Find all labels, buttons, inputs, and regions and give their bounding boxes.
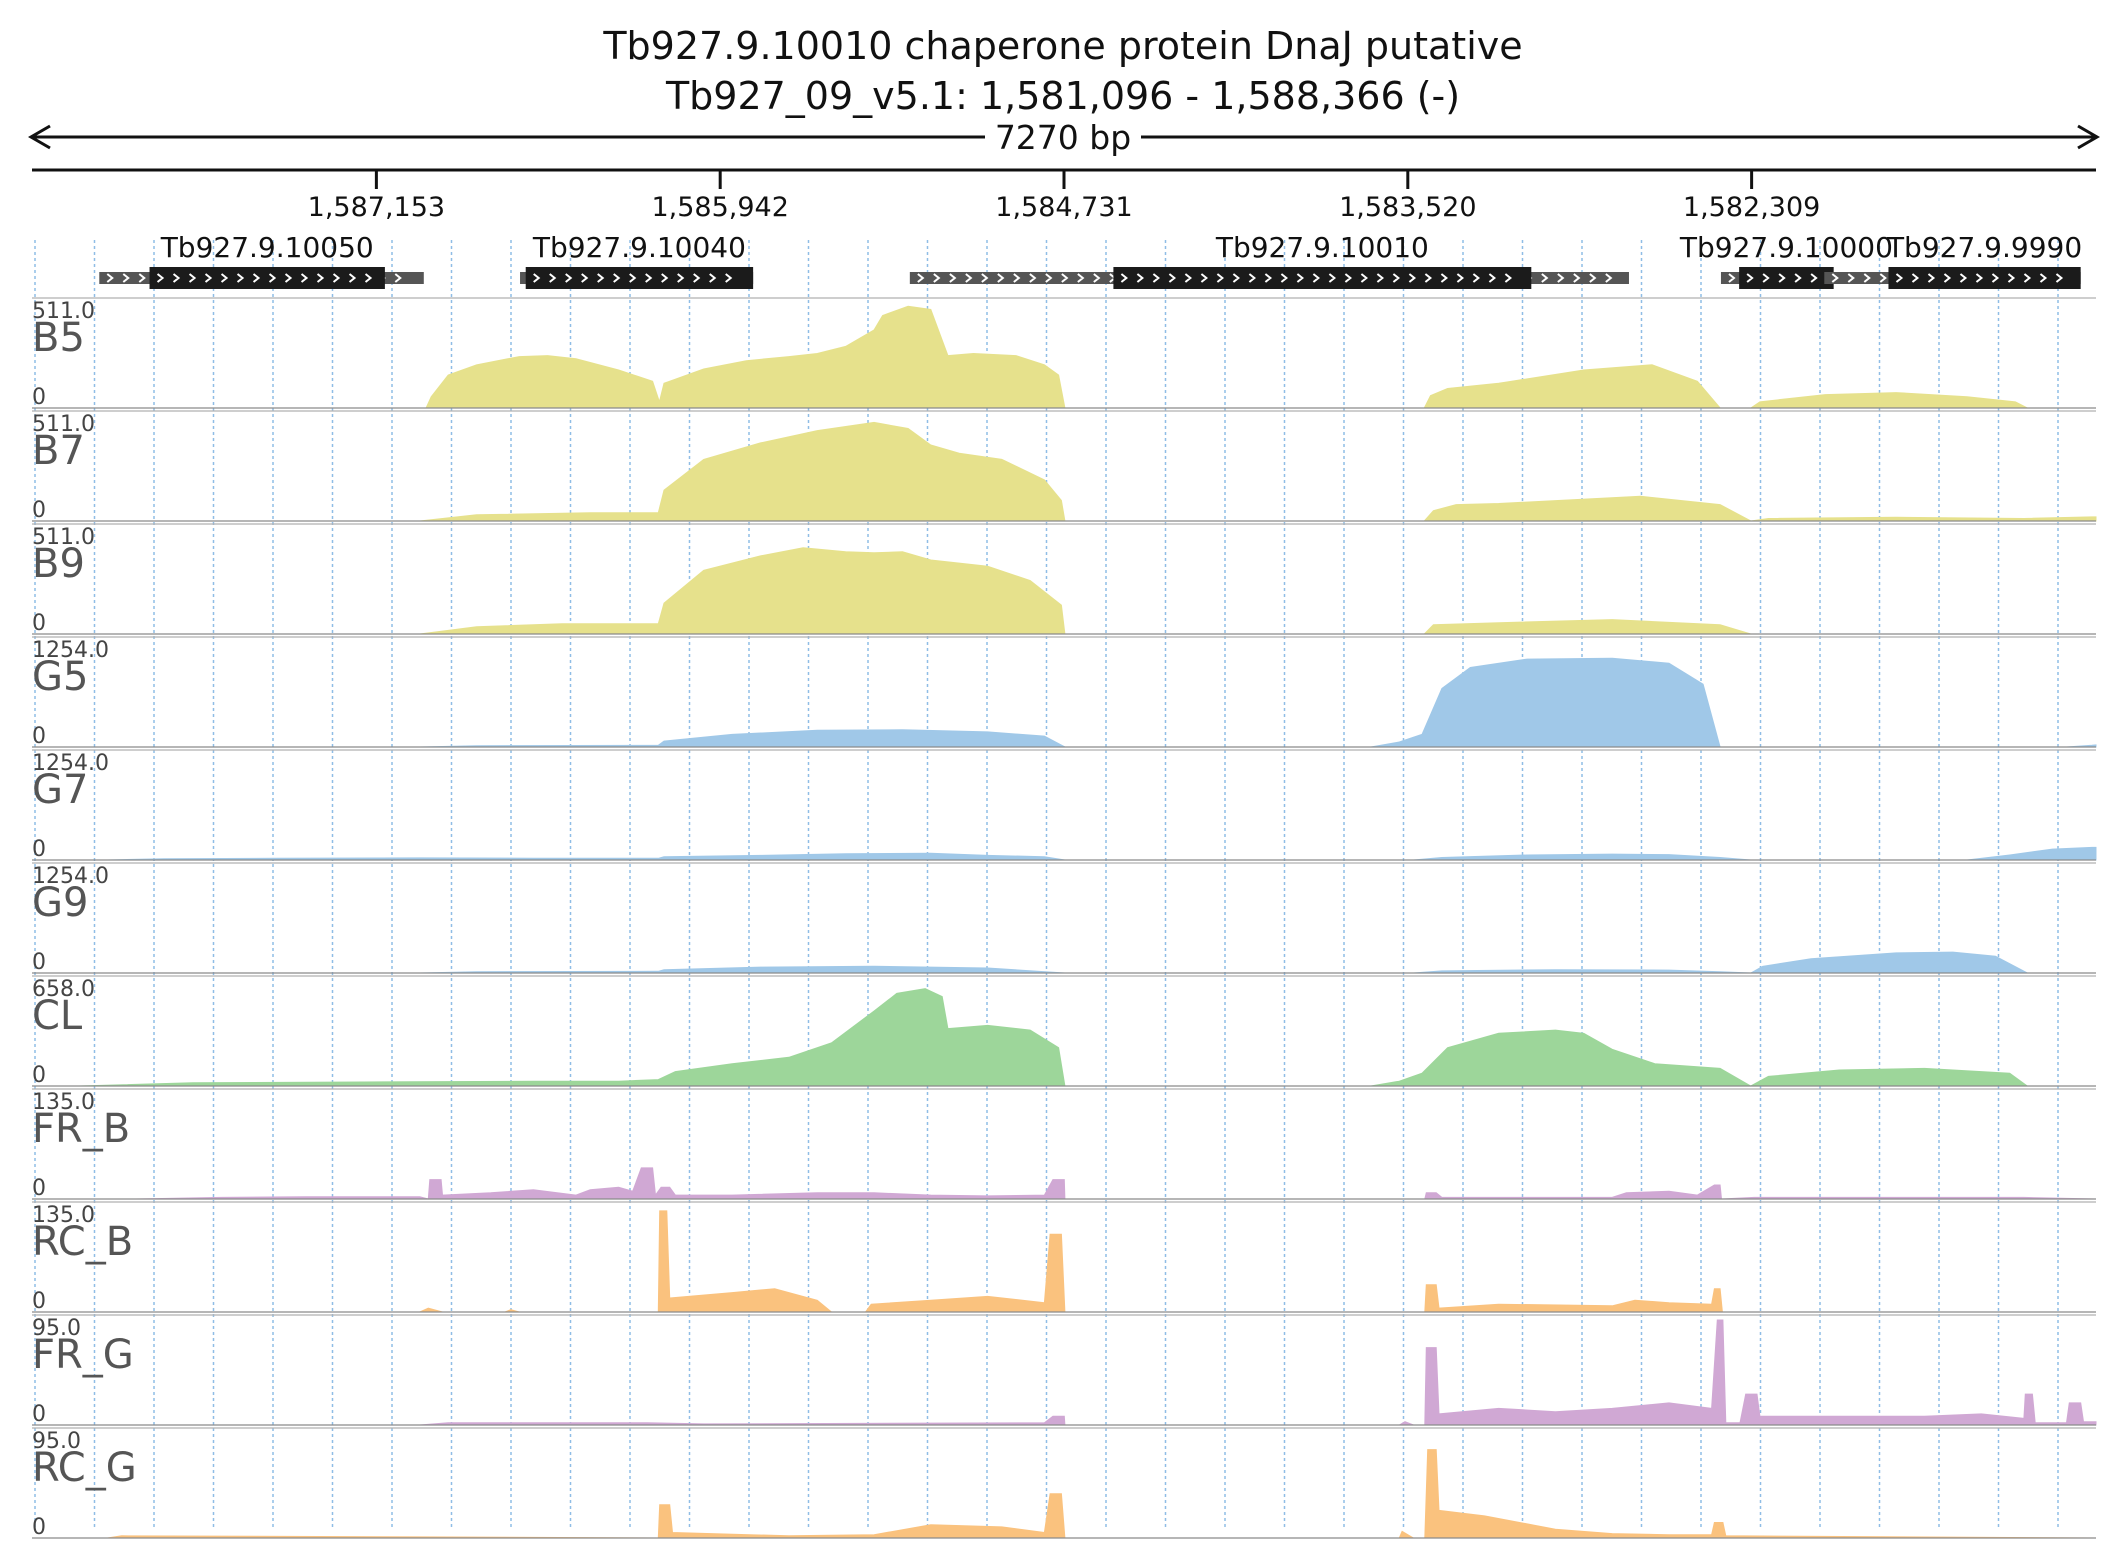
track-g9: 1254.0G9 0 xyxy=(32,862,2096,975)
track-name: CL xyxy=(32,993,83,1039)
coverage-area xyxy=(32,988,2096,1087)
strand-chevrons-icon xyxy=(156,273,373,283)
span-arrow-right-icon xyxy=(2077,124,2100,150)
gene-label: Tb927.9.9990 xyxy=(1886,231,2082,264)
coverage-area xyxy=(32,305,2096,409)
coverage-area xyxy=(32,951,2096,974)
gene-model: Tb927.9.10050 xyxy=(99,231,424,289)
track-min-label: 0 xyxy=(32,498,46,523)
strand-chevrons-icon xyxy=(533,273,733,283)
gene-track: Tb927.9.10050 Tb927.9.10040 Tb927.9.10010 T… xyxy=(99,231,2082,289)
track-g7: 1254.0G7 0 xyxy=(32,749,2097,862)
track-min-label: 0 xyxy=(32,611,46,636)
track-name: RC_B xyxy=(32,1219,133,1265)
track-max-label: 511.0 xyxy=(32,412,95,437)
gene-model: Tb927.9.10040 xyxy=(520,231,754,289)
track-rc-b: 135.0RC_B 0 xyxy=(32,1201,2096,1314)
span-arrow-left-icon xyxy=(28,124,51,150)
coverage-area xyxy=(32,846,2097,861)
track-max-label: 135.0 xyxy=(32,1090,95,1115)
gene-cds xyxy=(525,267,754,289)
coverage-area xyxy=(32,1319,2097,1426)
gene-model: Tb927.9.9990 xyxy=(1824,231,2082,289)
ruler-tick-label: 1,582,309 xyxy=(1683,192,1820,223)
gene-model: Tb927.9.10010 xyxy=(909,231,1629,289)
track-min-label: 0 xyxy=(32,724,46,749)
gene-cds xyxy=(1888,267,2081,289)
track-b9: 511.0B9 0 xyxy=(32,523,2096,636)
track-max-label: 658.0 xyxy=(32,977,95,1002)
track-max-label: 95.0 xyxy=(32,1316,81,1341)
track-name: RC_G xyxy=(32,1445,137,1491)
gene-cds xyxy=(1113,267,1532,289)
strand-chevrons-icon xyxy=(1120,273,1513,283)
coverage-area xyxy=(32,657,2097,748)
coverage-area xyxy=(32,1449,2097,1539)
ruler-tick-label: 1,587,153 xyxy=(308,192,445,223)
track-max-label: 1254.0 xyxy=(32,638,109,663)
track-b7: 511.0B7 0 xyxy=(32,410,2097,523)
track-cl: 658.0CL 0 xyxy=(32,975,2096,1088)
track-name: FR_B xyxy=(32,1106,130,1152)
span-label: 7270 bp xyxy=(995,118,1131,157)
strand-chevrons-icon xyxy=(1746,273,1818,283)
gene-label: Tb927.9.10010 xyxy=(1215,231,1429,264)
span-indicator: 7270 bp xyxy=(28,118,2100,157)
track-max-label: 1254.0 xyxy=(32,751,109,776)
track-name: G9 xyxy=(32,880,88,926)
track-name: G5 xyxy=(32,654,88,700)
gridlines xyxy=(34,240,2059,1528)
ruler-tick-label: 1,585,942 xyxy=(651,192,788,223)
track-min-label: 0 xyxy=(32,1515,46,1540)
coverage-area xyxy=(32,547,2096,635)
gene-label: Tb927.9.10000 xyxy=(1679,231,1893,264)
track-name: B5 xyxy=(32,315,85,361)
coverage-tracks: 511.0B50511.0B70511.0B901254.0G501254.0G… xyxy=(32,297,2097,1540)
track-max-label: 511.0 xyxy=(32,299,95,324)
track-min-label: 0 xyxy=(32,837,46,862)
gene-label: Tb927.9.10040 xyxy=(532,231,746,264)
track-min-label: 0 xyxy=(32,1402,46,1427)
track-max-label: 1254.0 xyxy=(32,864,109,889)
track-max-label: 135.0 xyxy=(32,1203,95,1228)
track-min-label: 0 xyxy=(32,385,46,410)
track-fr-g: 95.0FR_G 0 xyxy=(32,1314,2097,1427)
ruler-ticks: 1,587,153 1,585,942 1,584,731 1,583,520 1,58… xyxy=(308,170,1820,223)
coverage-area xyxy=(32,421,2097,522)
track-min-label: 0 xyxy=(32,1063,46,1088)
figure-title: Tb927.9.10010 chaperone protein DnaJ put… xyxy=(602,24,1522,68)
track-max-label: 511.0 xyxy=(32,525,95,550)
gene-label: Tb927.9.10050 xyxy=(160,231,374,264)
coverage-area xyxy=(32,1210,2096,1313)
track-name: FR_G xyxy=(32,1332,134,1378)
figure-subtitle: Tb927_09_v5.1: 1,581,096 - 1,588,366 (-) xyxy=(665,74,1460,118)
gene-cds xyxy=(149,267,385,289)
track-min-label: 0 xyxy=(32,950,46,975)
track-max-label: 95.0 xyxy=(32,1429,81,1454)
gene-model: Tb927.9.10000 xyxy=(1679,231,1893,289)
track-fr-b: 135.0FR_B 0 xyxy=(32,1088,2097,1201)
track-b5: 511.0B5 0 xyxy=(32,297,2096,410)
ruler-tick-label: 1,584,731 xyxy=(995,192,1132,223)
track-name: B9 xyxy=(32,541,85,587)
track-min-label: 0 xyxy=(32,1289,46,1314)
coverage-area xyxy=(32,1167,2097,1200)
track-name: G7 xyxy=(32,767,88,813)
track-rc-g: 95.0RC_G 0 xyxy=(32,1427,2097,1540)
ruler-tick-label: 1,583,520 xyxy=(1339,192,1476,223)
gene-cds xyxy=(1739,267,1834,289)
track-min-label: 0 xyxy=(32,1176,46,1201)
strand-chevrons-icon xyxy=(1895,273,2064,283)
track-name: B7 xyxy=(32,428,85,474)
track-g5: 1254.0G5 0 xyxy=(32,636,2097,749)
